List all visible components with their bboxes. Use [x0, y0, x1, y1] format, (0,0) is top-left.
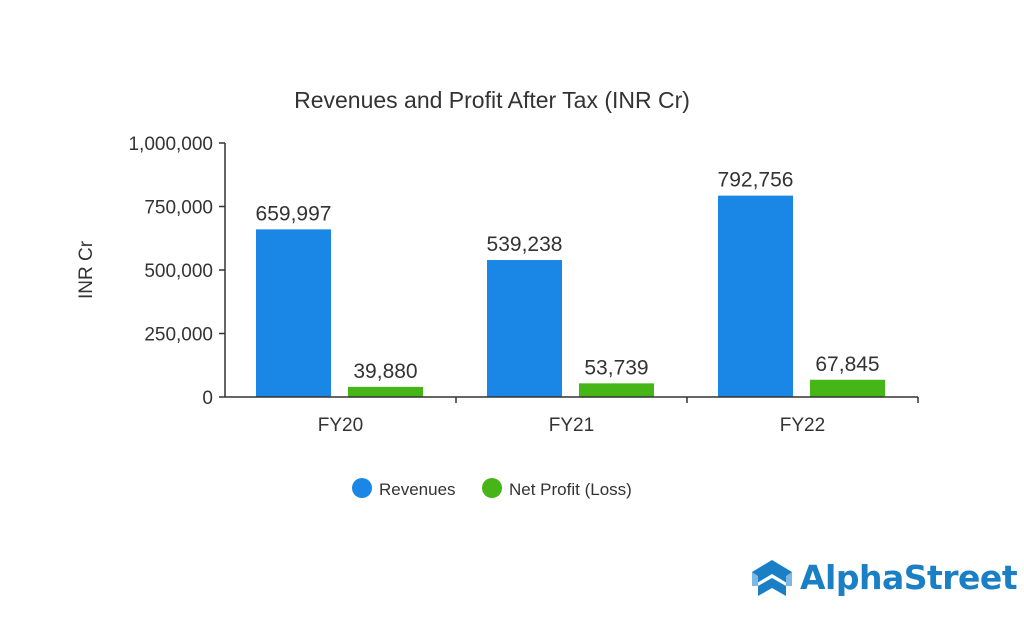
logo-text: AlphaStreet — [800, 558, 1018, 597]
data-label: 67,845 — [815, 353, 879, 376]
y-tick-label: 1,000,000 — [128, 134, 213, 155]
bar-net-profit-loss--fy20 — [348, 386, 423, 397]
y-tick-label: 250,000 — [144, 325, 213, 346]
x-tick-label: FY22 — [780, 415, 825, 436]
legend-label: Net Profit (Loss) — [509, 480, 632, 499]
bar-net-profit-loss--fy21 — [579, 383, 654, 397]
bar-revenues-fy21 — [487, 260, 562, 397]
data-label: 539,238 — [487, 233, 563, 256]
bar-revenues-fy20 — [256, 229, 331, 397]
logo-chevron-icon — [752, 559, 792, 596]
data-label: 53,739 — [584, 356, 648, 379]
bar-net-profit-loss--fy22 — [810, 379, 885, 397]
data-label: 39,880 — [353, 360, 417, 383]
y-tick-label: 500,000 — [144, 261, 213, 282]
data-label: 659,997 — [256, 202, 332, 225]
legend-swatch — [482, 478, 502, 498]
legend-label: Revenues — [379, 480, 456, 499]
y-tick-label: 0 — [202, 388, 213, 409]
bar-revenues-fy22 — [718, 195, 793, 397]
alphastreet-logo: AlphaStreet — [752, 558, 1018, 597]
y-axis-label: INR Cr — [76, 240, 97, 299]
data-label: 792,756 — [718, 169, 794, 192]
chart-title: Revenues and Profit After Tax (INR Cr) — [294, 87, 690, 113]
x-tick-label: FY20 — [318, 415, 363, 436]
y-tick-label: 750,000 — [144, 198, 213, 219]
x-tick-label: FY21 — [549, 415, 594, 436]
legend-swatch — [352, 478, 372, 498]
